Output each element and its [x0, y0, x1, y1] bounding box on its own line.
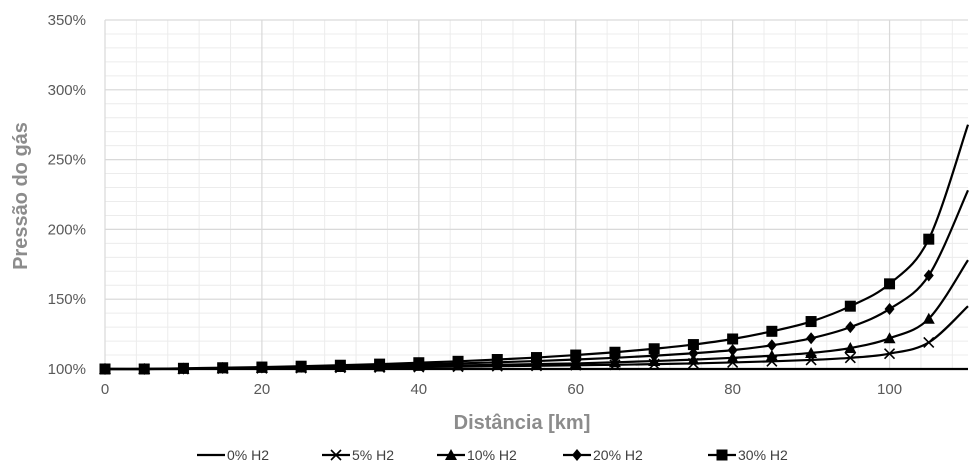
series-line-20pct-h2	[104, 189, 969, 371]
data-point-5pct-h2	[923, 336, 935, 349]
y-tick-label: 250%	[48, 152, 86, 169]
data-point-30pct-h2	[609, 346, 621, 358]
data-point-30pct-h2	[217, 362, 229, 374]
data-point-20pct-h2	[845, 321, 856, 334]
legend-item-30pct-h2: 30% H2	[708, 447, 788, 463]
legend-item-10pct-h2: 10% H2	[437, 447, 517, 463]
data-point-30pct-h2	[884, 278, 896, 290]
x-axis-tick-labels: 0 20 40 60 80 100	[101, 381, 902, 398]
legend-marker	[330, 449, 342, 461]
major-gridlines	[104, 19, 968, 370]
data-point-30pct-h2	[531, 352, 542, 364]
data-point-30pct-h2	[844, 300, 856, 312]
data-point-20pct-h2	[806, 332, 817, 345]
legend-label: 30% H2	[738, 447, 788, 463]
data-point-10pct-h2	[844, 342, 857, 354]
series-30pct-h2	[99, 124, 970, 375]
data-point-30pct-h2	[648, 343, 660, 355]
data-point-30pct-h2	[491, 354, 503, 366]
x-tick-label: 20	[254, 381, 271, 398]
legend-label: 0% H2	[227, 447, 269, 463]
legend-label: 5% H2	[352, 447, 394, 463]
data-point-30pct-h2	[923, 233, 935, 245]
data-point-30pct-h2	[295, 360, 307, 372]
data-point-30pct-h2	[766, 325, 778, 337]
data-point-5pct-h2	[844, 352, 856, 364]
data-point-10pct-h2	[765, 349, 778, 361]
x-axis-title: Distância [km]	[454, 412, 591, 434]
legend-marker	[445, 449, 457, 460]
data-point-30pct-h2	[177, 362, 189, 374]
y-tick-label: 300%	[48, 82, 86, 99]
y-tick-label: 100%	[48, 361, 86, 378]
x-tick-label: 100	[877, 381, 902, 398]
data-point-10pct-h2	[805, 346, 818, 358]
legend-marker	[572, 449, 582, 461]
data-point-5pct-h2	[883, 348, 896, 360]
data-point-20pct-h2	[688, 347, 699, 360]
data-point-30pct-h2	[334, 359, 346, 371]
series-line-30pct-h2	[104, 124, 970, 371]
x-tick-label: 80	[724, 381, 741, 398]
legend-label: 20% H2	[593, 447, 643, 463]
legend-marker	[716, 449, 728, 461]
legend-label: 10% H2	[467, 447, 517, 463]
x-tick-label: 60	[567, 381, 584, 398]
data-point-30pct-h2	[727, 333, 739, 345]
legend: 0% H2 5% H2 10% H2 20% H2 30% H2	[197, 447, 788, 463]
data-point-30pct-h2	[687, 339, 699, 351]
data-point-30pct-h2	[452, 355, 464, 367]
legend-item-20pct-h2: 20% H2	[563, 447, 643, 463]
legend-item-0pct-h2: 0% H2	[197, 447, 269, 463]
data-point-10pct-h2	[922, 312, 935, 324]
data-point-20pct-h2	[727, 344, 738, 357]
y-tick-label: 200%	[48, 221, 86, 238]
legend-item-5pct-h2: 5% H2	[322, 447, 394, 463]
y-axis-tick-labels: 100% 150% 200% 250% 300% 350%	[48, 12, 86, 378]
minor-gridlines	[104, 19, 968, 370]
series-layer	[99, 124, 970, 375]
data-point-10pct-h2	[726, 351, 739, 363]
y-axis-title: Pressão do gás	[10, 122, 32, 270]
y-tick-label: 150%	[48, 291, 86, 308]
data-point-20pct-h2	[923, 269, 934, 282]
data-point-10pct-h2	[883, 332, 896, 344]
x-tick-label: 0	[101, 381, 109, 398]
data-point-30pct-h2	[805, 316, 817, 328]
y-tick-label: 350%	[48, 12, 86, 29]
data-point-30pct-h2	[99, 363, 111, 375]
data-point-30pct-h2	[570, 349, 582, 361]
data-point-30pct-h2	[256, 361, 268, 373]
x-tick-label: 40	[410, 381, 427, 398]
data-point-20pct-h2	[766, 339, 777, 352]
data-point-30pct-h2	[374, 358, 386, 370]
data-point-30pct-h2	[413, 357, 425, 369]
data-point-30pct-h2	[138, 363, 150, 375]
data-point-20pct-h2	[884, 302, 895, 315]
